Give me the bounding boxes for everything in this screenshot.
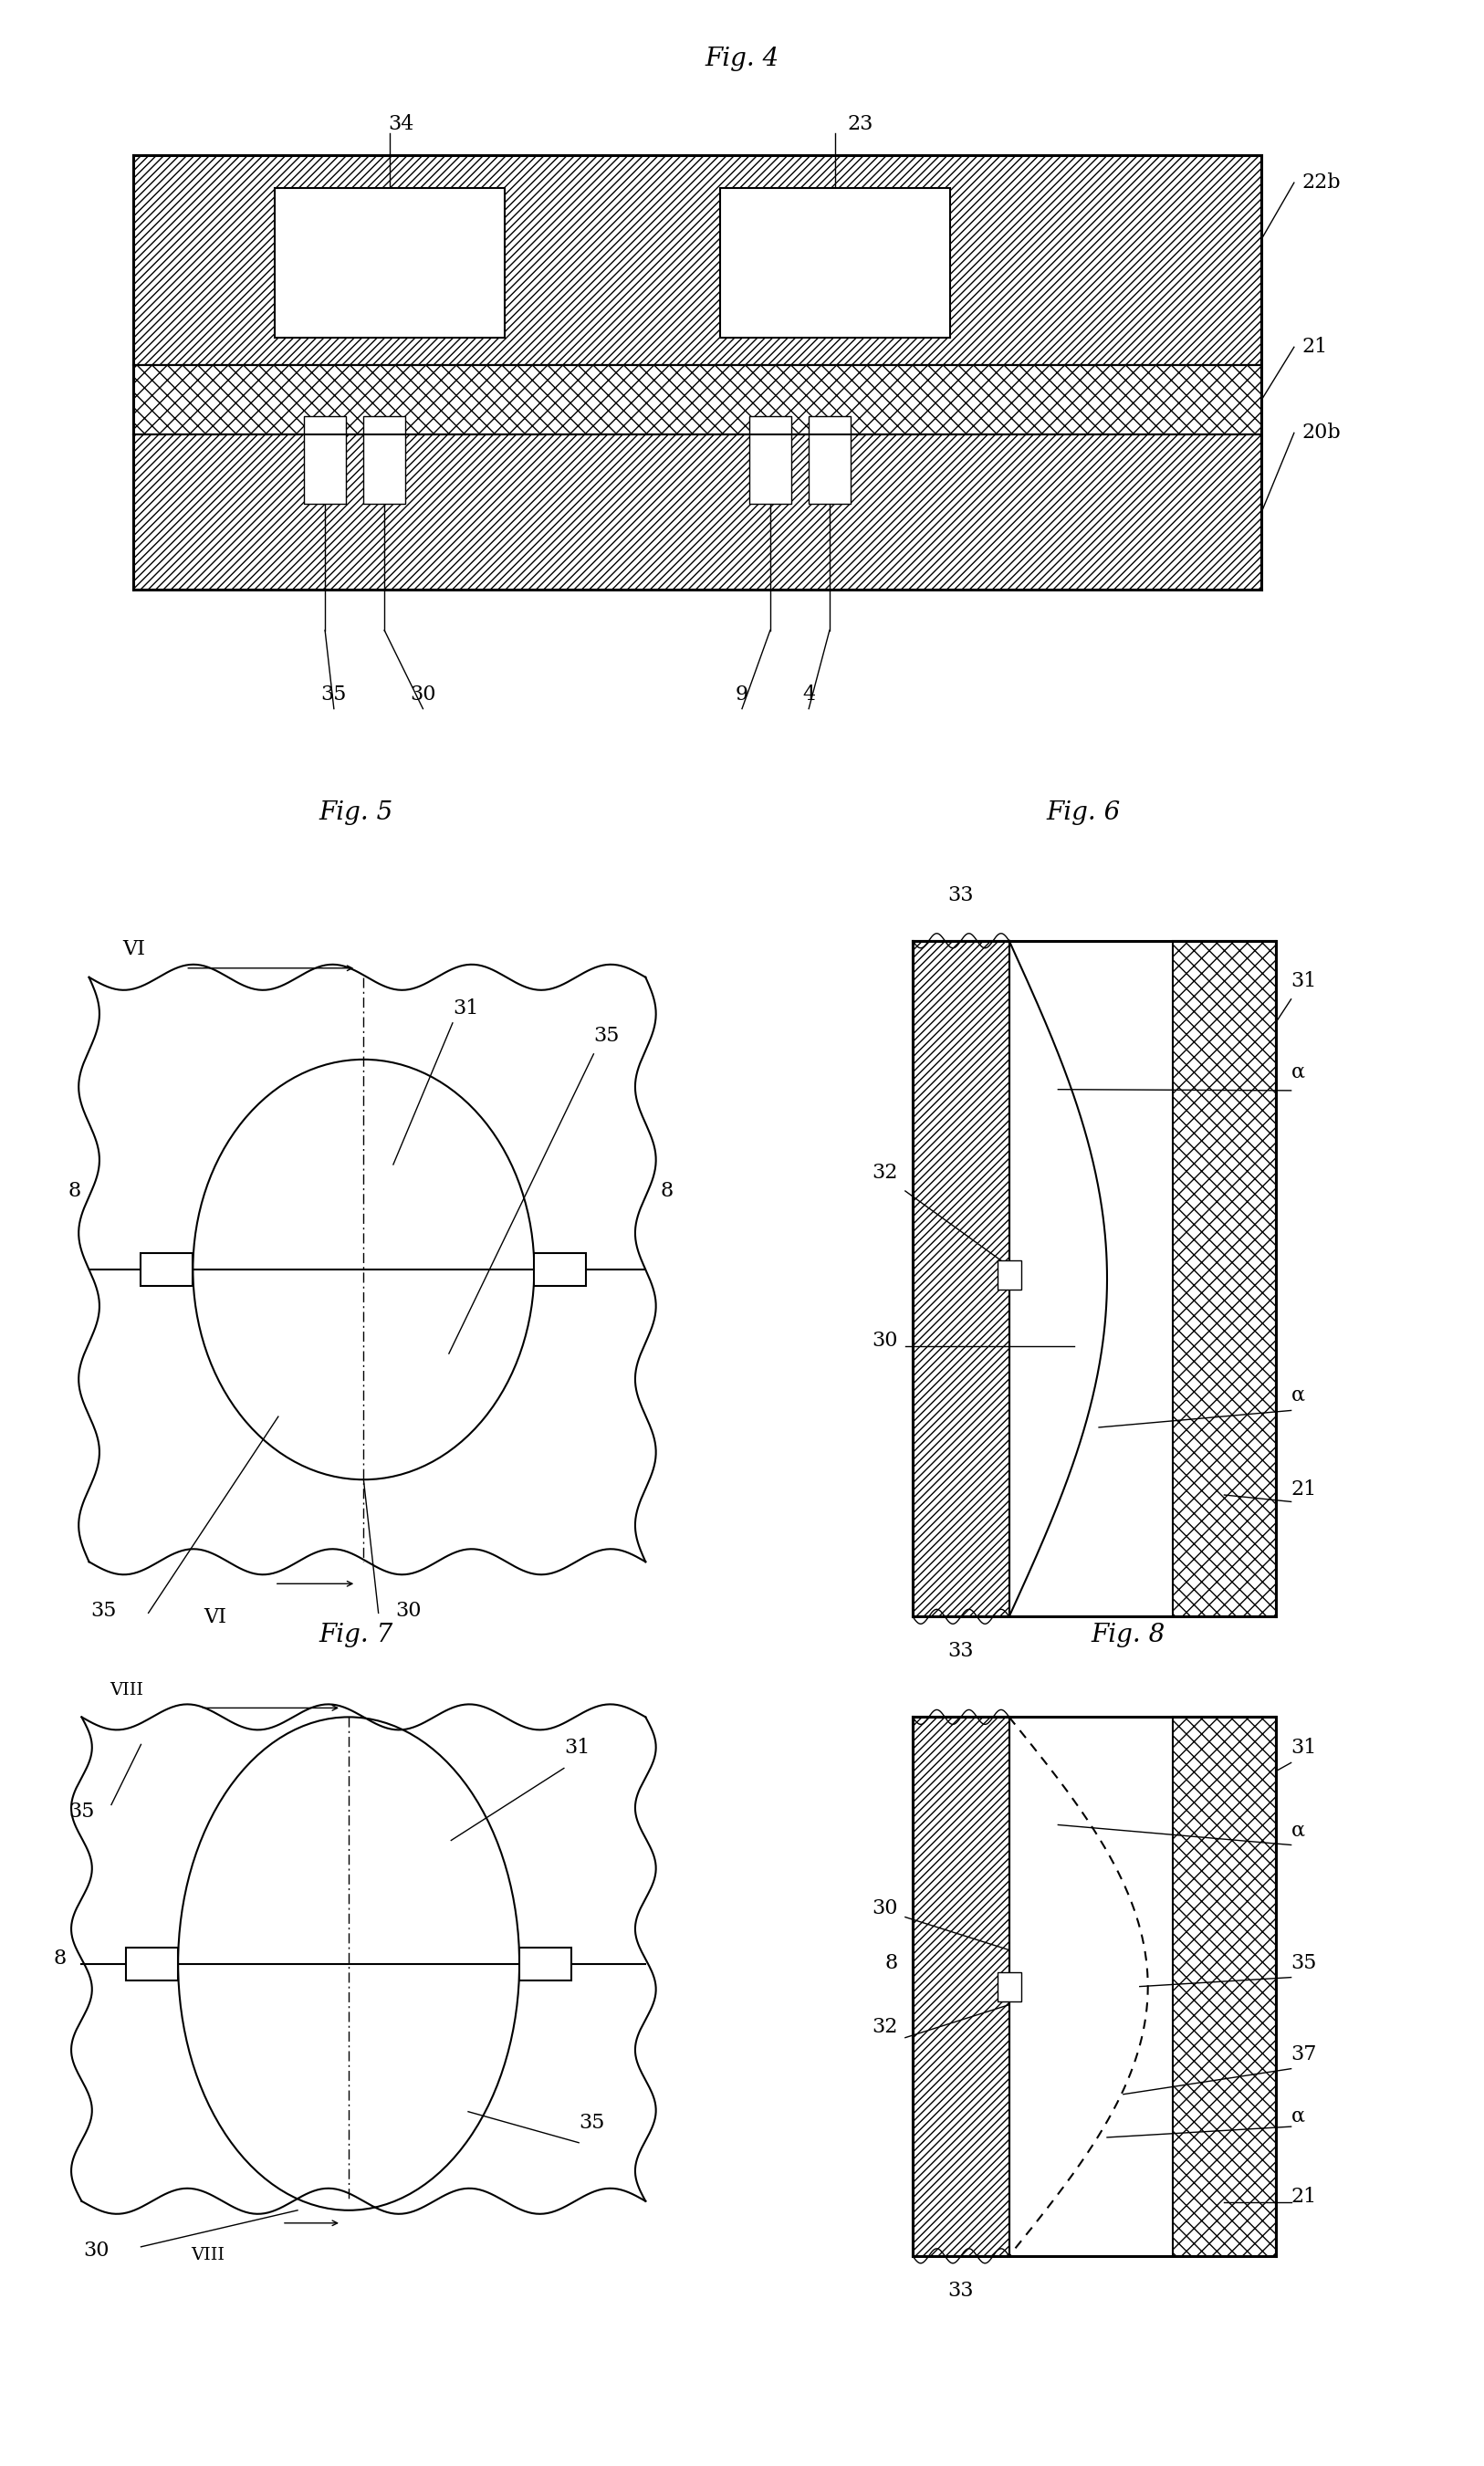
Text: 30: 30: [395, 1600, 421, 1620]
Bar: [134, 155, 1261, 365]
Text: α: α: [1291, 2106, 1304, 2126]
Text: 30: 30: [871, 1899, 898, 1919]
Text: α: α: [1291, 1386, 1304, 1406]
Text: Fig. 4: Fig. 4: [705, 47, 779, 72]
Bar: [749, 417, 791, 503]
Text: Fig. 5: Fig. 5: [319, 801, 393, 826]
Text: 30: 30: [410, 683, 436, 705]
Bar: [1172, 940, 1276, 1618]
Text: 4: 4: [803, 683, 815, 705]
Text: VI: VI: [203, 1608, 227, 1628]
Text: 8: 8: [68, 1181, 80, 1201]
Text: 31: 31: [564, 1739, 589, 1758]
Bar: [1172, 1716, 1276, 2256]
Text: 30: 30: [83, 2242, 110, 2261]
Bar: [126, 1948, 178, 1980]
Text: 33: 33: [948, 885, 974, 905]
Text: 8: 8: [660, 1181, 674, 1201]
Bar: [519, 1948, 571, 1980]
Bar: [997, 1973, 1021, 2000]
Text: 8: 8: [53, 1948, 67, 1968]
Text: 33: 33: [948, 2281, 974, 2301]
Bar: [534, 1253, 586, 1285]
Text: 31: 31: [1291, 972, 1316, 991]
Bar: [913, 1716, 1009, 2256]
Text: 33: 33: [948, 1642, 974, 1662]
Bar: [134, 434, 1261, 589]
Bar: [364, 417, 405, 503]
Text: 31: 31: [1291, 1739, 1316, 1758]
Text: Fig. 8: Fig. 8: [1091, 1623, 1165, 1647]
Text: Fig. 6: Fig. 6: [1046, 801, 1120, 826]
Text: 35: 35: [68, 1803, 95, 1822]
Text: 23: 23: [847, 113, 874, 133]
Text: VIII: VIII: [191, 2247, 224, 2264]
Bar: [913, 940, 1009, 1618]
Text: 21: 21: [1301, 338, 1327, 358]
Text: 8: 8: [884, 1953, 898, 1973]
Text: 35: 35: [1291, 1953, 1316, 1973]
Text: 32: 32: [873, 2017, 898, 2037]
Bar: [304, 417, 346, 503]
Text: α: α: [1291, 1063, 1304, 1083]
Text: 34: 34: [387, 113, 414, 133]
Text: 9: 9: [736, 683, 748, 705]
Text: 37: 37: [1291, 2044, 1316, 2064]
Text: 35: 35: [321, 683, 347, 705]
Text: 20b: 20b: [1301, 422, 1340, 444]
Text: 22b: 22b: [1301, 173, 1340, 192]
Text: 21: 21: [1291, 1480, 1316, 1499]
Text: 31: 31: [453, 999, 478, 1018]
Text: 21: 21: [1291, 2187, 1316, 2207]
Text: 35: 35: [594, 1026, 619, 1046]
Text: VIII: VIII: [110, 1682, 142, 1699]
Text: VI: VI: [122, 940, 145, 959]
Bar: [997, 1260, 1021, 1290]
Bar: [809, 417, 850, 503]
Bar: [141, 1253, 193, 1285]
Text: α: α: [1291, 1820, 1304, 1840]
Text: 32: 32: [873, 1161, 898, 1184]
Text: 35: 35: [91, 1600, 117, 1620]
Bar: [275, 187, 505, 338]
Text: 35: 35: [579, 2113, 604, 2133]
Text: 30: 30: [871, 1332, 898, 1351]
Text: Fig. 7: Fig. 7: [319, 1623, 393, 1647]
Bar: [134, 365, 1261, 434]
Bar: [720, 187, 950, 338]
